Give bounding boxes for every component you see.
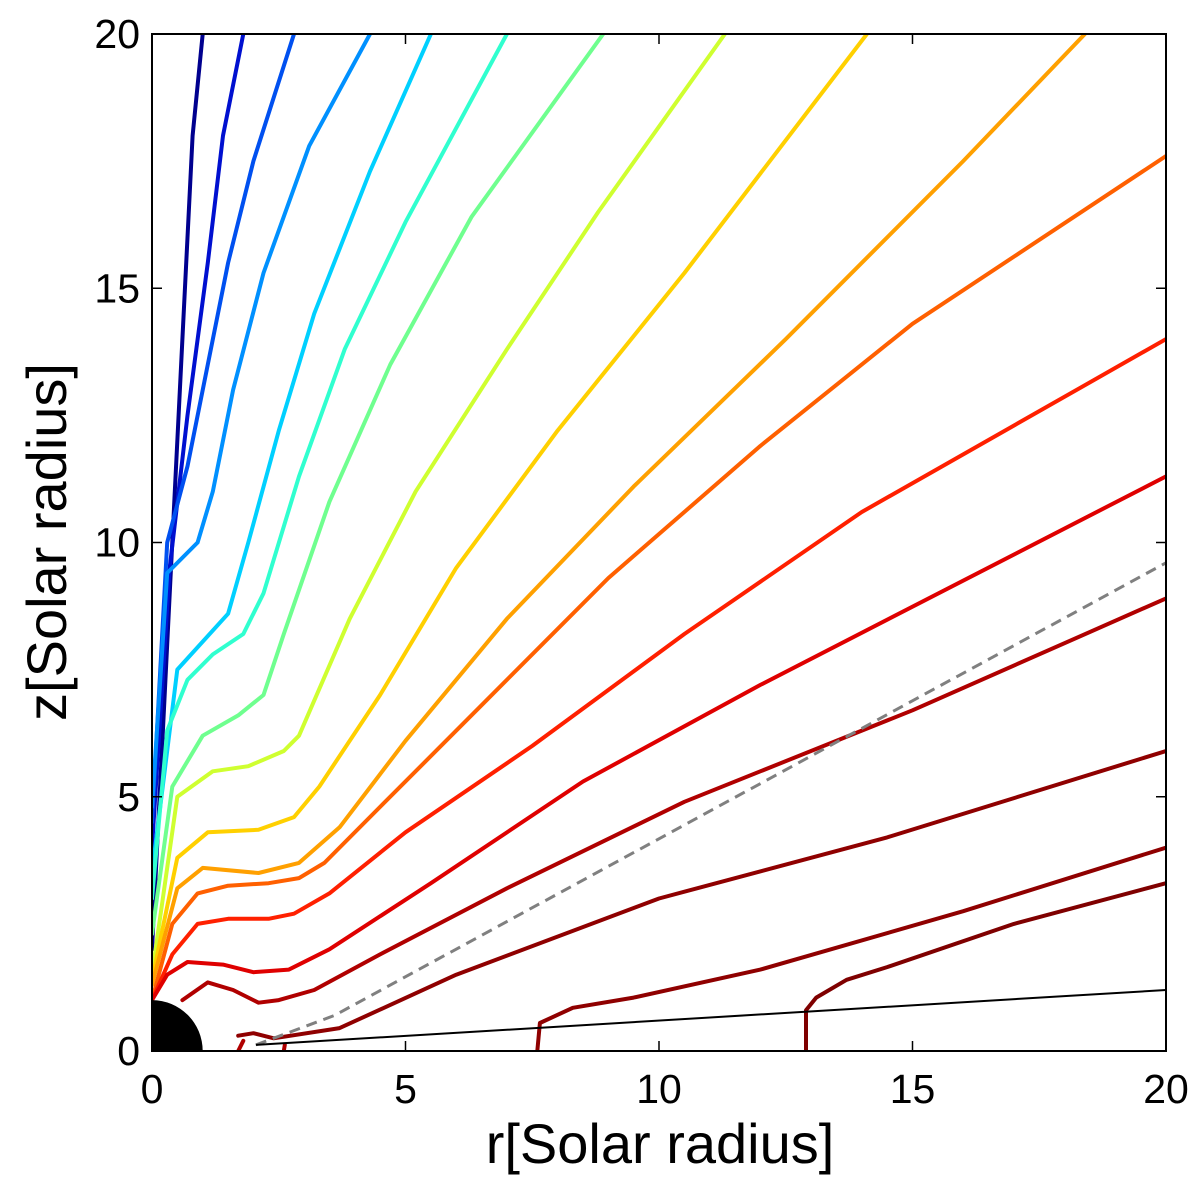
field-line-2 — [152, 34, 246, 850]
dashed-separatrix-line — [255, 561, 1167, 1047]
field-line-17 — [804, 881, 1166, 1051]
solar-disk — [152, 1000, 203, 1051]
field-line-7 — [152, 34, 606, 936]
field-line-11 — [152, 154, 1166, 1003]
y-tick-label: 0 — [117, 1028, 140, 1074]
axis-ticks: 0 5 10 15 20 0 5 10 15 20 — [94, 11, 1188, 1112]
x-axis-label: r[Solar radius] — [486, 1112, 835, 1175]
field-line-6 — [152, 34, 509, 901]
field-line-19 — [281, 1042, 287, 1051]
y-tick-label: 10 — [94, 520, 140, 566]
y-tick-label: 5 — [117, 774, 140, 820]
x-tick-label: 10 — [636, 1066, 682, 1112]
y-tick-label: 15 — [94, 265, 140, 311]
field-line-1 — [152, 34, 205, 952]
field-line-8 — [152, 34, 727, 977]
field-line-3 — [152, 34, 296, 825]
field-line-4 — [152, 34, 372, 809]
field-line-5 — [152, 34, 433, 875]
field-line-18 — [236, 1038, 246, 1051]
plot-overlays — [152, 561, 1167, 1051]
field-line-13 — [152, 474, 1166, 1003]
x-tick-label: 5 — [394, 1066, 417, 1112]
field-line-16 — [535, 845, 1166, 1051]
x-tick-label: 20 — [1143, 1066, 1189, 1112]
field-line-12 — [152, 337, 1166, 1003]
y-axis-label: z[Solar radius] — [15, 363, 78, 721]
plot-lines — [152, 34, 1166, 1051]
x-tick-label: 15 — [890, 1066, 936, 1112]
field-line-9 — [152, 34, 869, 982]
black-reference-line — [255, 989, 1167, 1046]
field-line-14 — [180, 596, 1166, 1005]
field-line-10 — [152, 34, 1087, 987]
x-tick-label: 0 — [141, 1066, 164, 1112]
field-line-15 — [236, 749, 1166, 1041]
y-tick-label: 20 — [94, 11, 140, 57]
